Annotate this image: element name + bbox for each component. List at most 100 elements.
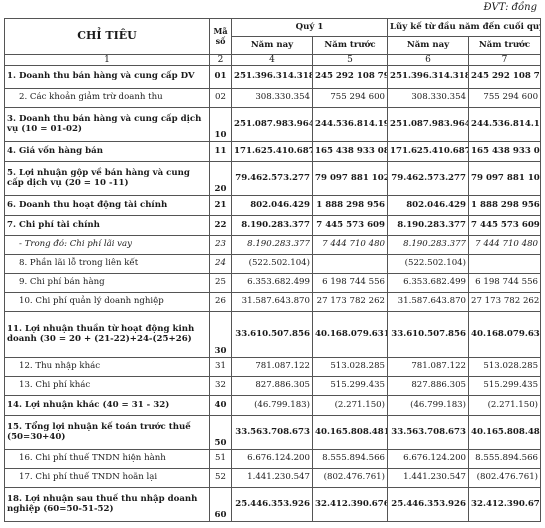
ytd-previous-value: 8.555.894.566 <box>468 449 542 470</box>
quarter-current-value: 8.190.283.377 <box>231 235 313 256</box>
index-cell: 6 <box>387 53 470 67</box>
ytd-previous-value: 513.028.285 <box>468 357 542 378</box>
ytd-current-value: 79.462.573.277 <box>387 161 470 197</box>
quarter-previous-value: 32.412.390.676 <box>311 487 389 523</box>
ytd-previous-value: 7 445 573 609 <box>468 215 542 237</box>
quarter-previous-value: 515.299.435 <box>311 376 389 397</box>
quarter-previous-value: 8.555.894.566 <box>311 449 389 470</box>
header-ma-so: Mã số <box>209 18 232 55</box>
quarter-previous-value: 79 097 881 102 <box>311 161 389 197</box>
quarter-current-value: 6.353.682.499 <box>231 273 313 294</box>
row-code: 50 <box>209 415 232 451</box>
quarter-current-value: 79.462.573.277 <box>231 161 313 197</box>
row-label: 3. Doanh thu bán hàng và cung cấp dịch v… <box>4 107 210 143</box>
row-label: 2. Các khoản giảm trừ doanh thu <box>4 88 210 109</box>
row-code: 52 <box>209 468 232 489</box>
ytd-current-value: 308.330.354 <box>387 88 470 109</box>
row-label: 1. Doanh thu bán hàng và cung cấp DV <box>4 65 210 90</box>
ytd-previous-value: 7 444 710 480 <box>468 235 542 256</box>
table-row: 2. Các khoản giảm trừ doanh thu 02 308.3… <box>4 88 542 109</box>
quarter-current-value: 251.087.983.964 <box>231 107 313 143</box>
row-code: 51 <box>209 449 232 470</box>
ytd-previous-value: 79 097 881 102 <box>468 161 542 197</box>
ytd-previous-value: 1 888 298 956 <box>468 195 542 217</box>
ytd-previous-value: 32.412.390.676 <box>468 487 542 523</box>
table-row: 18. Lợi nhuận sau thuế thu nhập doanh ng… <box>4 487 542 523</box>
header-luy-ke: Lũy kế từ đầu năm đến cuối quý này <box>387 18 542 37</box>
row-code: 20 <box>209 161 232 197</box>
header-quy-nam-nay: Năm nay <box>231 36 313 55</box>
row-label: 15. Tổng lợi nhuận kế toán trước thuế (5… <box>4 415 210 451</box>
table-row: 3. Doanh thu bán hàng và cung cấp dịch v… <box>4 107 542 143</box>
index-cell: 1 <box>4 53 210 67</box>
quarter-current-value: 31.587.643.870 <box>231 292 313 313</box>
table-row: 14. Lợi nhuận khác (40 = 31 - 32) 40 (46… <box>4 395 542 417</box>
income-statement-table: CHỈ TIÊU Mã số Quý 1 Lũy kế từ đầu năm đ… <box>4 18 542 523</box>
quarter-current-value: 25.446.353.926 <box>231 487 313 523</box>
quarter-current-value: 171.625.410.687 <box>231 141 313 163</box>
quarter-previous-value: 7 444 710 480 <box>311 235 389 256</box>
ytd-current-value: 1.441.230.547 <box>387 468 470 489</box>
table-row: - Trong đó: Chi phí lãi vay 23 8.190.283… <box>4 235 542 256</box>
ytd-previous-value: 245 292 108 791 <box>468 65 542 90</box>
ytd-current-value: 251.087.983.964 <box>387 107 470 143</box>
row-label: 13. Chi phí khác <box>4 376 210 397</box>
ytd-current-value: 6.353.682.499 <box>387 273 470 294</box>
row-label: 9. Chi phí bán hàng <box>4 273 210 294</box>
ytd-current-value: (522.502.104) <box>387 254 470 275</box>
ytd-current-value: 8.190.283.377 <box>387 215 470 237</box>
row-label: 7. Chi phí tài chính <box>4 215 210 237</box>
row-code: 10 <box>209 107 232 143</box>
quarter-current-value: (522.502.104) <box>231 254 313 275</box>
quarter-current-value: 251.396.314.318 <box>231 65 313 90</box>
table-row: 10. Chi phí quản lý doanh nghiệp 26 31.5… <box>4 292 542 313</box>
table-row: 1. Doanh thu bán hàng và cung cấp DV 01 … <box>4 65 542 90</box>
quarter-current-value: 308.330.354 <box>231 88 313 109</box>
header-chi-tieu: CHỈ TIÊU <box>4 18 210 55</box>
ytd-previous-value: 165 438 933 089 <box>468 141 542 163</box>
table-row: 7. Chi phí tài chính 22 8.190.283.377 7 … <box>4 215 542 237</box>
row-code: 40 <box>209 395 232 417</box>
ytd-current-value: 33.563.708.673 <box>387 415 470 451</box>
header-quy: Quý 1 <box>230 18 389 37</box>
row-code: 25 <box>209 273 232 294</box>
header-luyke-nam-nay: Năm nay <box>387 36 470 55</box>
ytd-current-value: 251.396.314.318 <box>387 65 470 90</box>
ytd-previous-value: 755 294 600 <box>468 88 542 109</box>
quarter-current-value: 8.190.283.377 <box>231 215 313 237</box>
table-row: 8. Phần lãi lỗ trong liên kết 24 (522.50… <box>4 254 542 275</box>
row-code: 31 <box>209 357 232 378</box>
table-row: 16. Chi phí thuế TNDN hiện hành 51 6.676… <box>4 449 542 470</box>
ytd-previous-value: 6 198 744 556 <box>468 273 542 294</box>
index-cell: 4 <box>231 53 313 67</box>
quarter-current-value: 1.441.230.547 <box>231 468 313 489</box>
row-label: 18. Lợi nhuận sau thuế thu nhập doanh ng… <box>4 487 210 523</box>
header-quy-nam-truoc: Năm trước <box>311 36 389 55</box>
row-label: 14. Lợi nhuận khác (40 = 31 - 32) <box>4 395 210 417</box>
header-luyke-nam-truoc: Năm trước <box>468 36 542 55</box>
table-row: 15. Tổng lợi nhuận kế toán trước thuế (5… <box>4 415 542 451</box>
quarter-current-value: 6.676.124.200 <box>231 449 313 470</box>
ytd-current-value: 827.886.305 <box>387 376 470 397</box>
ytd-current-value: (46.799.183) <box>387 395 470 417</box>
row-label: 8. Phần lãi lỗ trong liên kết <box>4 254 210 275</box>
row-label: - Trong đó: Chi phí lãi vay <box>4 235 210 256</box>
row-code: 11 <box>209 141 232 163</box>
row-label: 6. Doanh thu hoạt động tài chính <box>4 195 210 217</box>
index-cell: 5 <box>311 53 389 67</box>
row-code: 60 <box>209 487 232 523</box>
index-cell: 7 <box>468 53 542 67</box>
quarter-current-value: 802.046.429 <box>231 195 313 217</box>
ytd-current-value: 6.676.124.200 <box>387 449 470 470</box>
quarter-current-value: (46.799.183) <box>231 395 313 417</box>
row-code: 21 <box>209 195 232 217</box>
ytd-current-value: 8.190.283.377 <box>387 235 470 256</box>
quarter-previous-value: (802.476.761) <box>311 468 389 489</box>
row-code: 23 <box>209 235 232 256</box>
quarter-previous-value: 7 445 573 609 <box>311 215 389 237</box>
row-label: 17. Chi phí thuế TNDN hoãn lại <box>4 468 210 489</box>
quarter-current-value: 33.610.507.856 <box>231 311 313 359</box>
ytd-previous-value: 244.536.814.191 <box>468 107 542 143</box>
row-code: 24 <box>209 254 232 275</box>
quarter-previous-value: 1 888 298 956 <box>311 195 389 217</box>
